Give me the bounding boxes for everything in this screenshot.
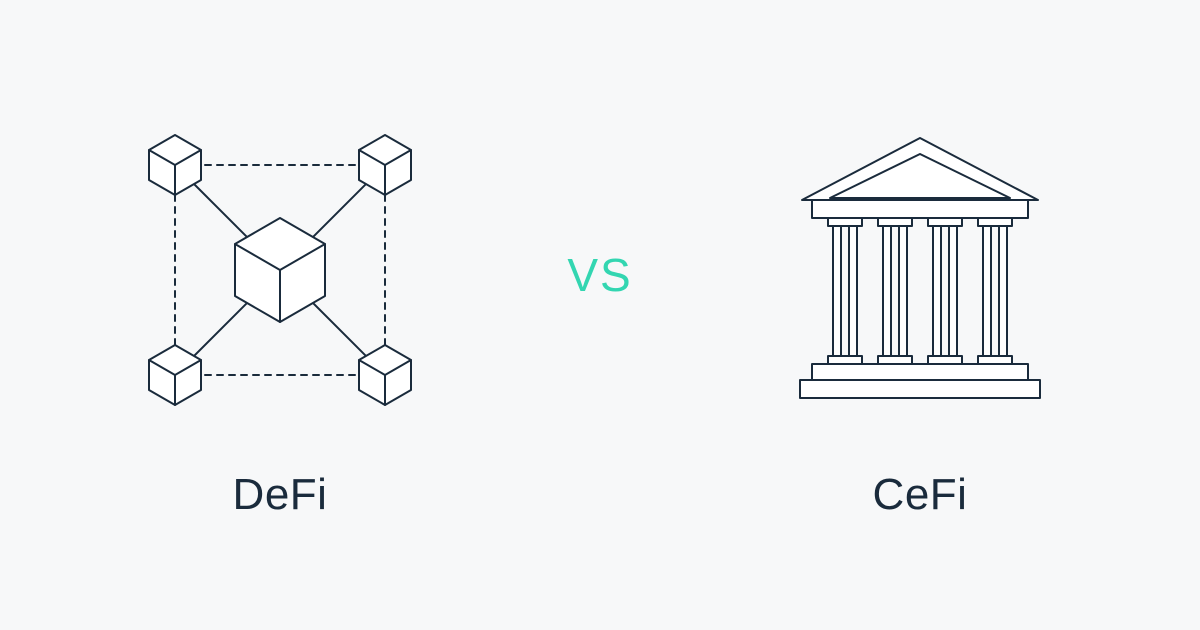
- defi-side: DeFi: [120, 110, 440, 520]
- comparison-canvas: DeFi VS: [0, 0, 1200, 630]
- defi-label: DeFi: [233, 470, 328, 520]
- vs-label: VS: [567, 248, 632, 302]
- bank-building-icon: [760, 110, 1080, 430]
- cefi-side: CeFi: [760, 110, 1080, 520]
- cefi-label: CeFi: [873, 470, 968, 520]
- blockchain-network-icon: [120, 110, 440, 430]
